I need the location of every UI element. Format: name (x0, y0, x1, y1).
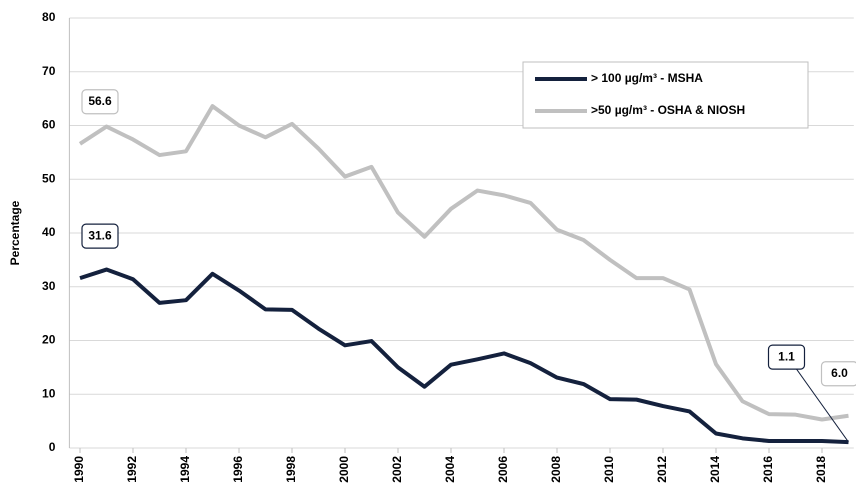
x-tick-label: 2018 (814, 456, 828, 483)
y-tick-label: 0 (49, 440, 56, 454)
label-box (820, 361, 856, 387)
y-tick-label: 10 (42, 386, 56, 400)
x-tick-label: 2006 (496, 456, 510, 483)
y-tick-label: 30 (42, 279, 56, 293)
value-label: 31.6 (81, 223, 119, 249)
data-label: 6.0 (831, 366, 848, 380)
y-tick-label: 70 (42, 64, 56, 78)
label-box (767, 344, 806, 370)
value-label: 56.6 (81, 89, 119, 115)
x-tick-label: 1994 (178, 456, 192, 483)
y-tick-label: 60 (42, 118, 56, 132)
y-tick-label: 50 (42, 171, 56, 185)
label-box (81, 223, 119, 249)
value-label: 6.0 (820, 361, 856, 387)
x-tick-label: 1998 (284, 456, 298, 483)
x-tick-label: 2014 (708, 456, 722, 483)
value-label: 1.1 (767, 344, 849, 443)
x-tick-label: 1990 (72, 456, 86, 483)
data-label: 56.6 (88, 94, 112, 108)
y-tick-label: 40 (42, 225, 56, 239)
x-tick-label: 2004 (443, 456, 457, 483)
legend-box (522, 61, 809, 129)
legend-label: >50 µg/m³ - OSHA & NIOSH (591, 103, 745, 117)
data-label: 1.1 (778, 349, 795, 363)
x-tick-label: 1996 (231, 456, 245, 483)
x-tick-label: 1992 (125, 456, 139, 483)
x-tick-label: 2010 (602, 456, 616, 483)
y-tick-label: 80 (42, 10, 56, 24)
series-line (79, 267, 849, 445)
data-label: 31.6 (88, 228, 112, 242)
label-box (81, 89, 119, 115)
series-line (78, 104, 849, 422)
legend-label: > 100 µg/m³ - MSHA (591, 71, 703, 85)
label-leader (796, 368, 849, 443)
x-tick-label: 2016 (761, 456, 775, 483)
x-tick-label: 2002 (390, 456, 404, 483)
x-tick-label: 2008 (549, 456, 563, 483)
y-axis-label: Percentage (8, 200, 22, 265)
y-tick-label: 20 (42, 333, 56, 347)
x-tick-label: 2000 (337, 456, 351, 483)
x-tick-label: 2012 (655, 456, 669, 483)
